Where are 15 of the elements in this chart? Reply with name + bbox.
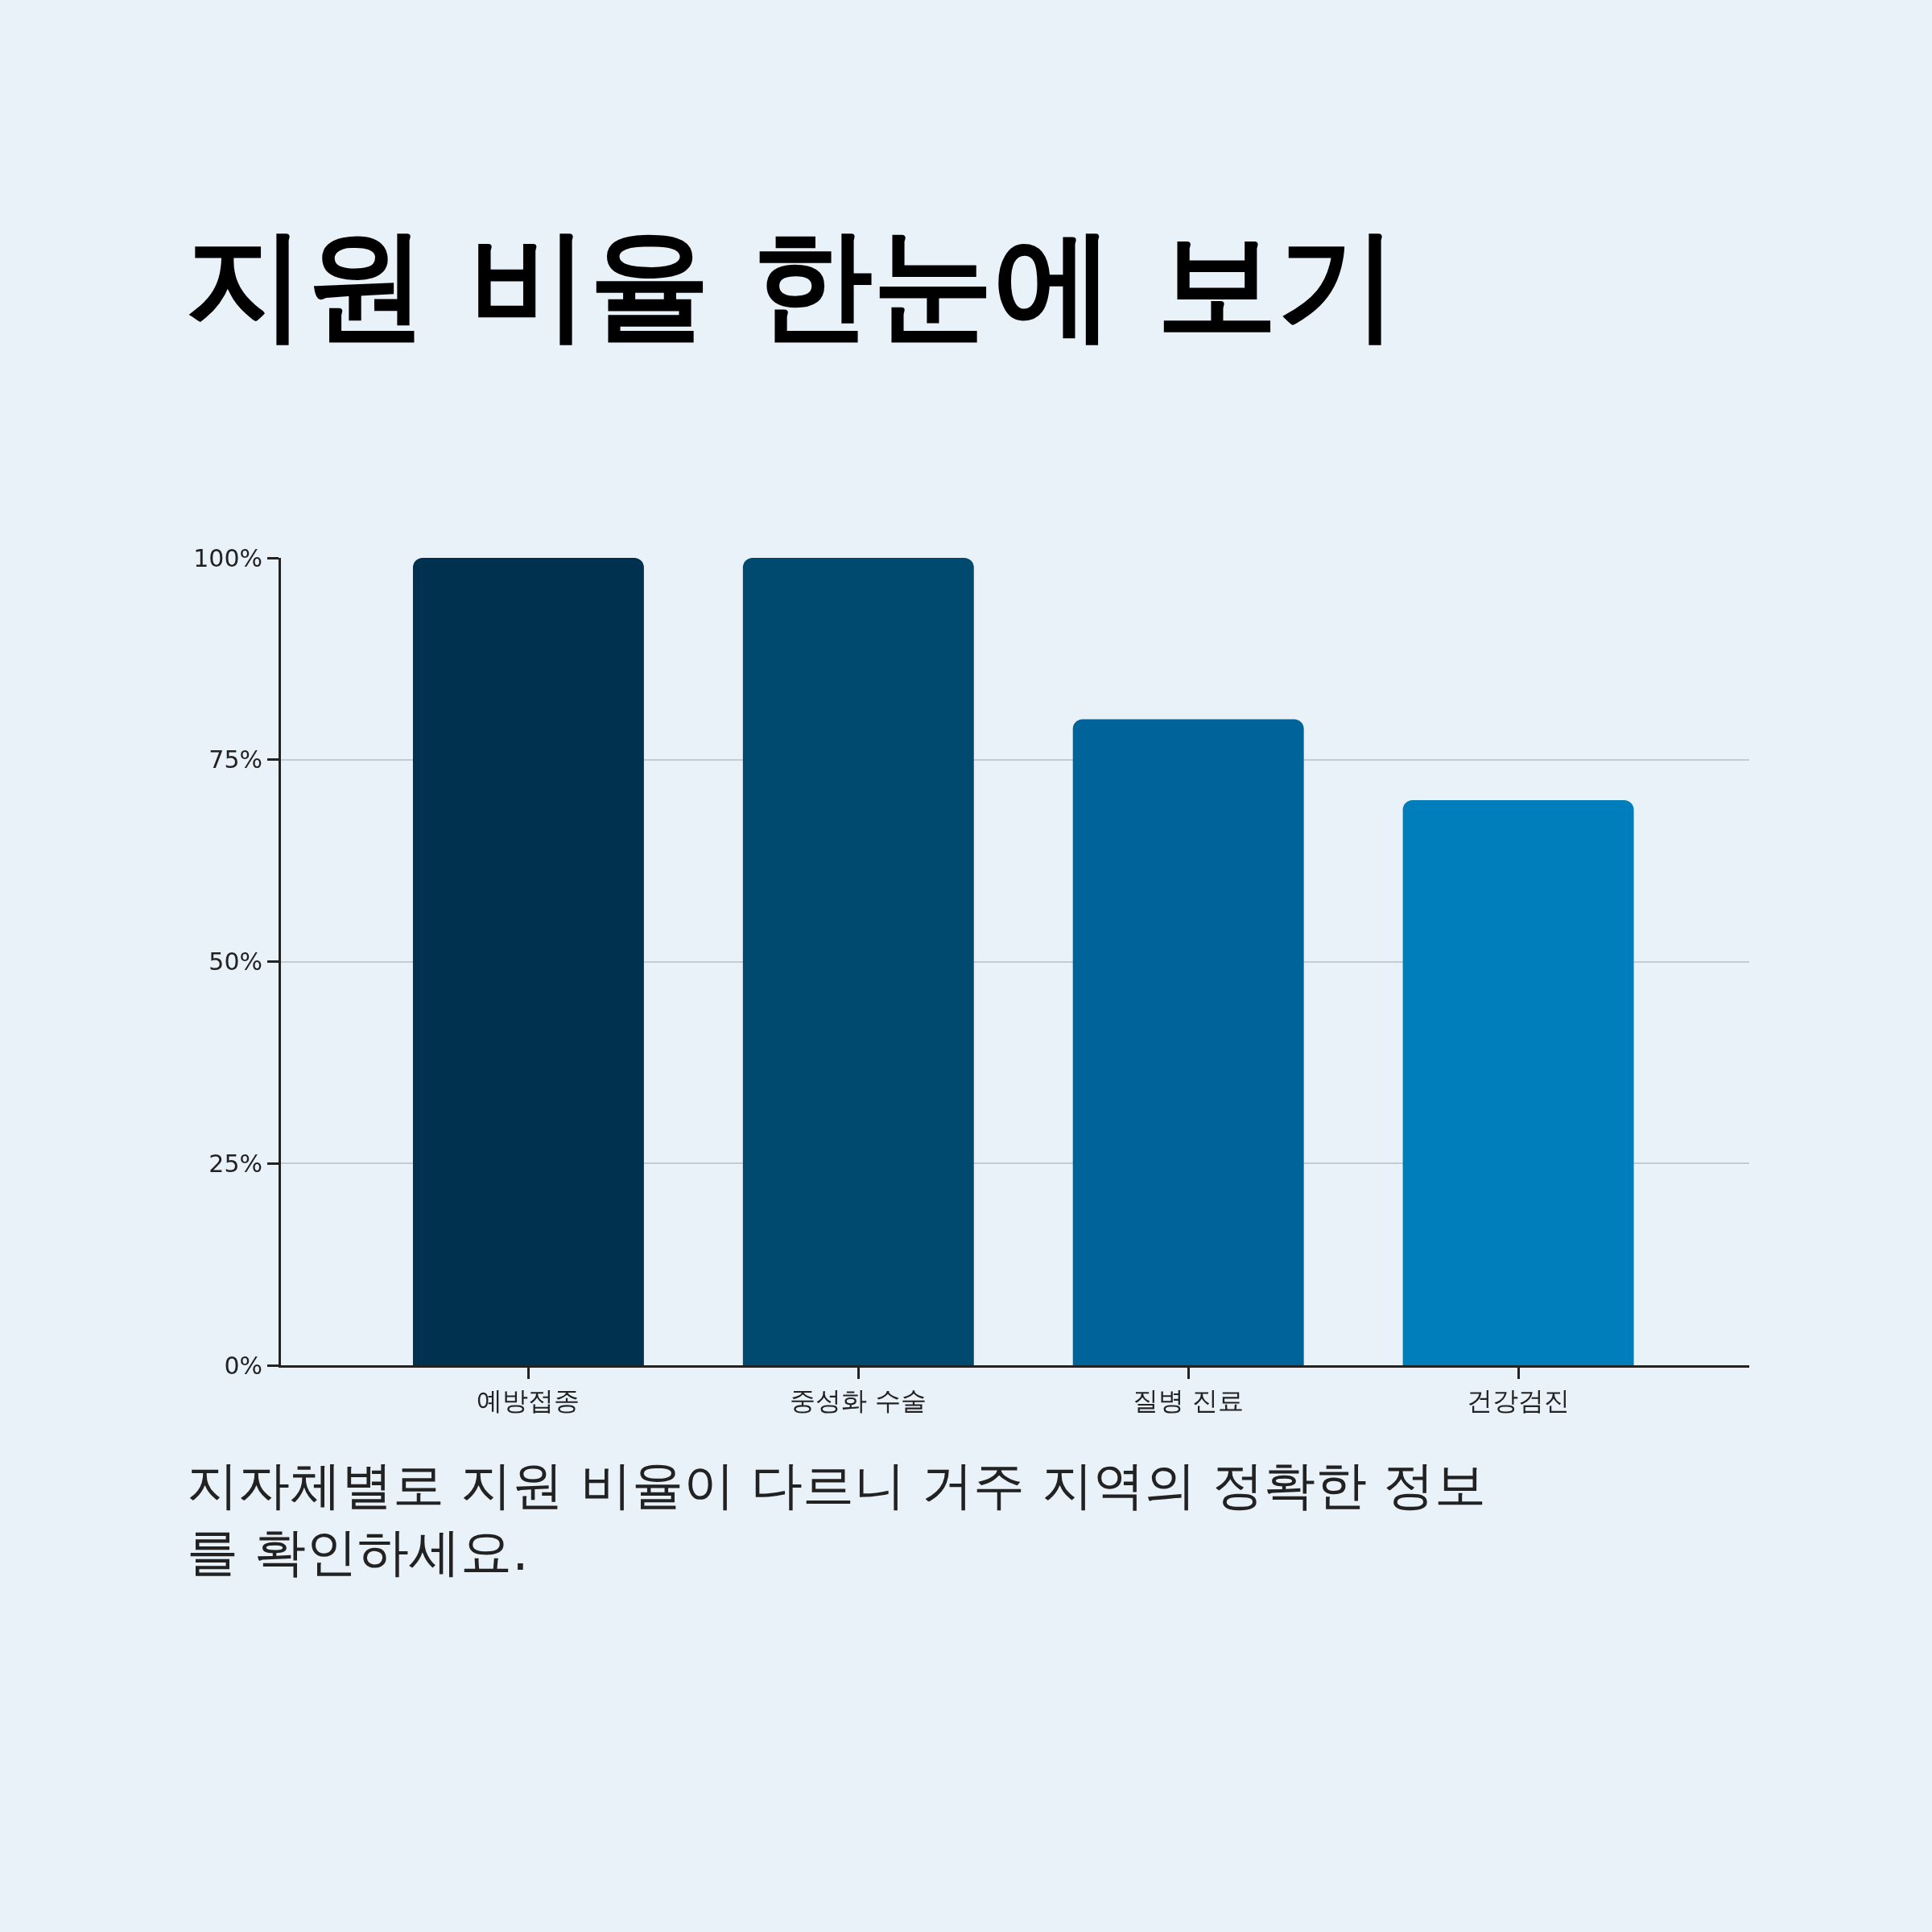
y-tick-label: 75% bbox=[208, 745, 262, 774]
x-tick-label: 건강검진 bbox=[1467, 1385, 1571, 1417]
y-tick-label: 50% bbox=[208, 947, 262, 976]
y-tick-label: 0% bbox=[224, 1351, 262, 1380]
bar bbox=[742, 558, 974, 1365]
y-tick-label: 25% bbox=[208, 1149, 262, 1178]
x-tick-label: 예방접종 bbox=[477, 1385, 580, 1417]
x-tick-label: 중성화 수술 bbox=[790, 1385, 927, 1417]
x-tick-label: 질병 진료 bbox=[1133, 1385, 1245, 1417]
bar bbox=[1072, 719, 1304, 1365]
text: 지자체별로 지원 비율이 다르니 거주 지역의 정확한 정보 를 확인하세요. bbox=[187, 1455, 1487, 1583]
y-tick-label: 100% bbox=[193, 543, 262, 572]
bar bbox=[412, 558, 644, 1365]
bar bbox=[1402, 799, 1634, 1365]
chart-title: 지원 비율 한눈에 보기 bbox=[185, 214, 1398, 354]
